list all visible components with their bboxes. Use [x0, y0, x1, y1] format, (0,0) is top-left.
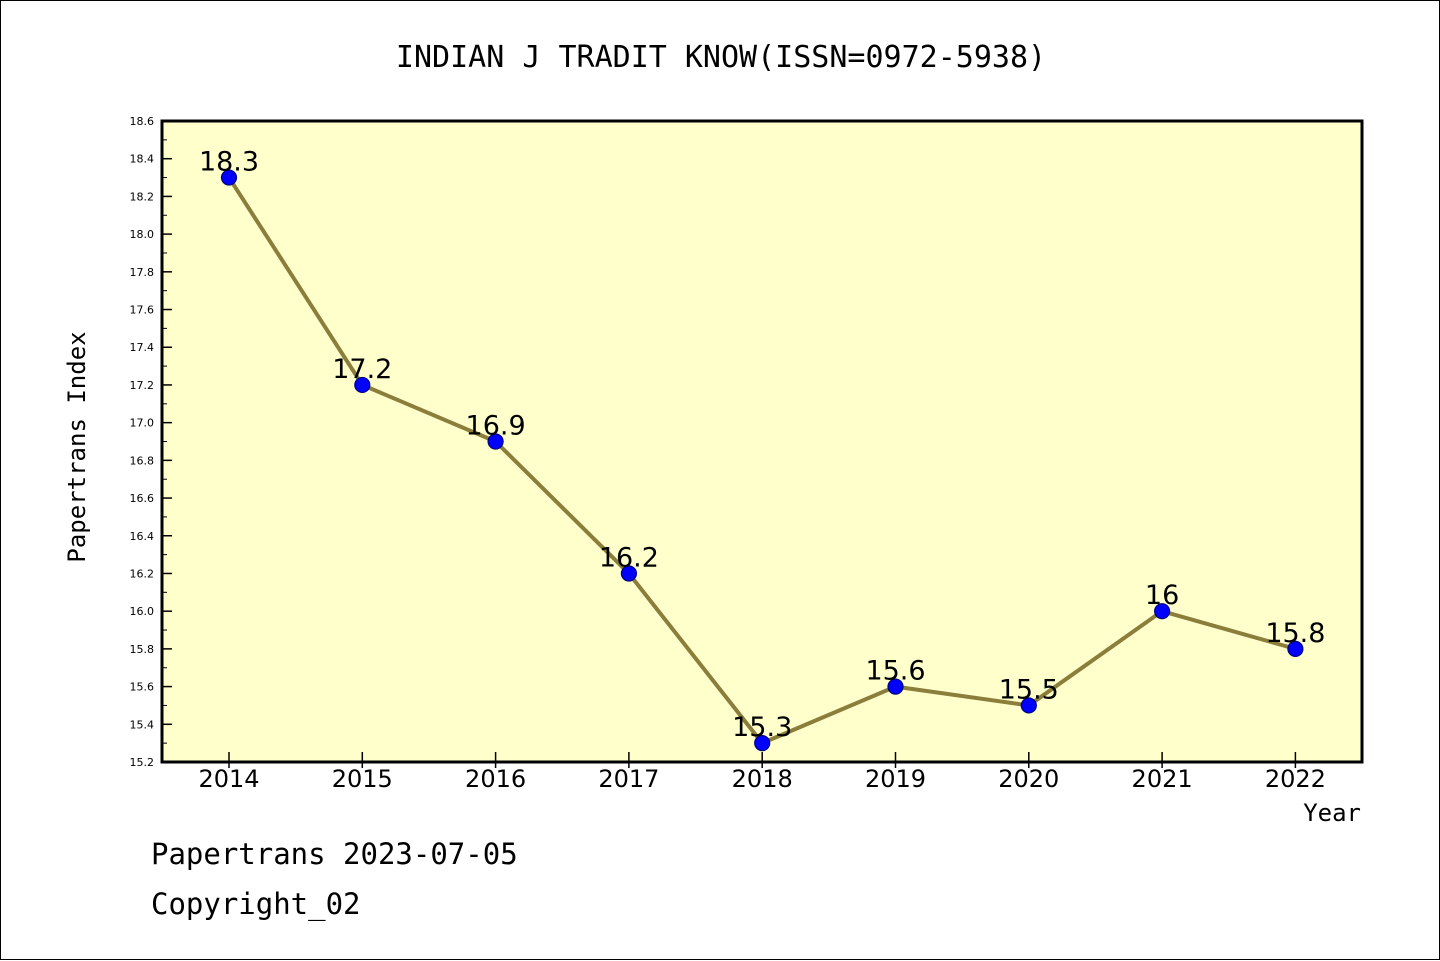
data-label: 15.8	[1265, 618, 1325, 649]
data-labels: 18.3 17.2 16.9 16.2 15.3 15.6 15.5 16 15.8	[199, 147, 1326, 744]
data-label: 17.2	[332, 354, 392, 385]
x-tick-label: 2015	[332, 765, 393, 793]
data-point	[620, 565, 638, 582]
chart-title: INDIAN J TRADIT KNOW(ISSN=0972-5938)	[396, 40, 1046, 75]
data-point	[354, 376, 371, 394]
y-tick-label: 16.8	[130, 454, 155, 467]
data-label: 15.6	[865, 656, 925, 687]
data-point	[887, 678, 904, 695]
data-label: 15.3	[732, 712, 792, 743]
x-tick-label: 2022	[1265, 765, 1326, 793]
x-axis: 2014 2015 2016 2017 2018 2019 2020 2021 2022	[198, 752, 1326, 793]
y-tick-label: 17.2	[130, 379, 155, 392]
y-tick-label: 18.6	[130, 115, 155, 128]
x-axis-label: Year	[1303, 799, 1361, 827]
footer-copyright: Copyright_02	[151, 887, 361, 921]
data-point	[1153, 603, 1171, 620]
data-point	[1287, 640, 1304, 657]
y-tick-label: 15.8	[130, 643, 155, 656]
y-axis-label: Papertrans Index	[63, 331, 91, 562]
y-tick-label: 18.4	[130, 153, 155, 166]
data-label: 16.2	[599, 542, 659, 573]
y-tick-label: 16.0	[130, 605, 155, 618]
y-tick-label: 17.4	[130, 341, 155, 354]
data-label: 15.5	[999, 674, 1059, 705]
y-axis: 15.2 15.4 15.6 15.8 16.0 16.2 16.4 16.6 16.8 17.0…	[130, 115, 172, 769]
y-tick-label: 18.2	[130, 190, 155, 203]
y-tick-label: 15.6	[130, 681, 155, 694]
plot-area	[160, 119, 1364, 764]
y-tick-label: 17.6	[130, 304, 155, 317]
data-point	[487, 433, 504, 450]
x-tick-label: 2020	[998, 765, 1059, 793]
x-tick-label: 2017	[598, 765, 659, 793]
y-tick-label: 16.6	[130, 492, 155, 505]
y-tick-label: 16.2	[130, 567, 155, 580]
data-point	[220, 169, 238, 186]
data-markers	[220, 169, 1304, 752]
x-tick-label: 2018	[732, 765, 793, 793]
y-tick-label: 16.4	[130, 530, 155, 543]
x-tick-label: 2019	[865, 765, 926, 793]
y-tick-label: 18.0	[130, 228, 155, 241]
data-point	[754, 735, 771, 752]
x-tick-label: 2014	[198, 765, 259, 793]
data-point	[1020, 697, 1037, 714]
data-label: 16.9	[466, 411, 526, 442]
y-tick-label: 15.4	[130, 718, 155, 731]
y-tick-label: 17.0	[130, 417, 155, 430]
x-tick-label: 2021	[1132, 765, 1193, 793]
y-tick-label: 17.8	[130, 266, 155, 279]
x-tick-label: 2016	[465, 765, 526, 793]
footer-date: Papertrans 2023-07-05	[151, 837, 518, 871]
y-tick-label: 15.2	[130, 756, 155, 769]
data-label: 18.3	[199, 147, 259, 178]
data-label: 16	[1145, 580, 1179, 611]
